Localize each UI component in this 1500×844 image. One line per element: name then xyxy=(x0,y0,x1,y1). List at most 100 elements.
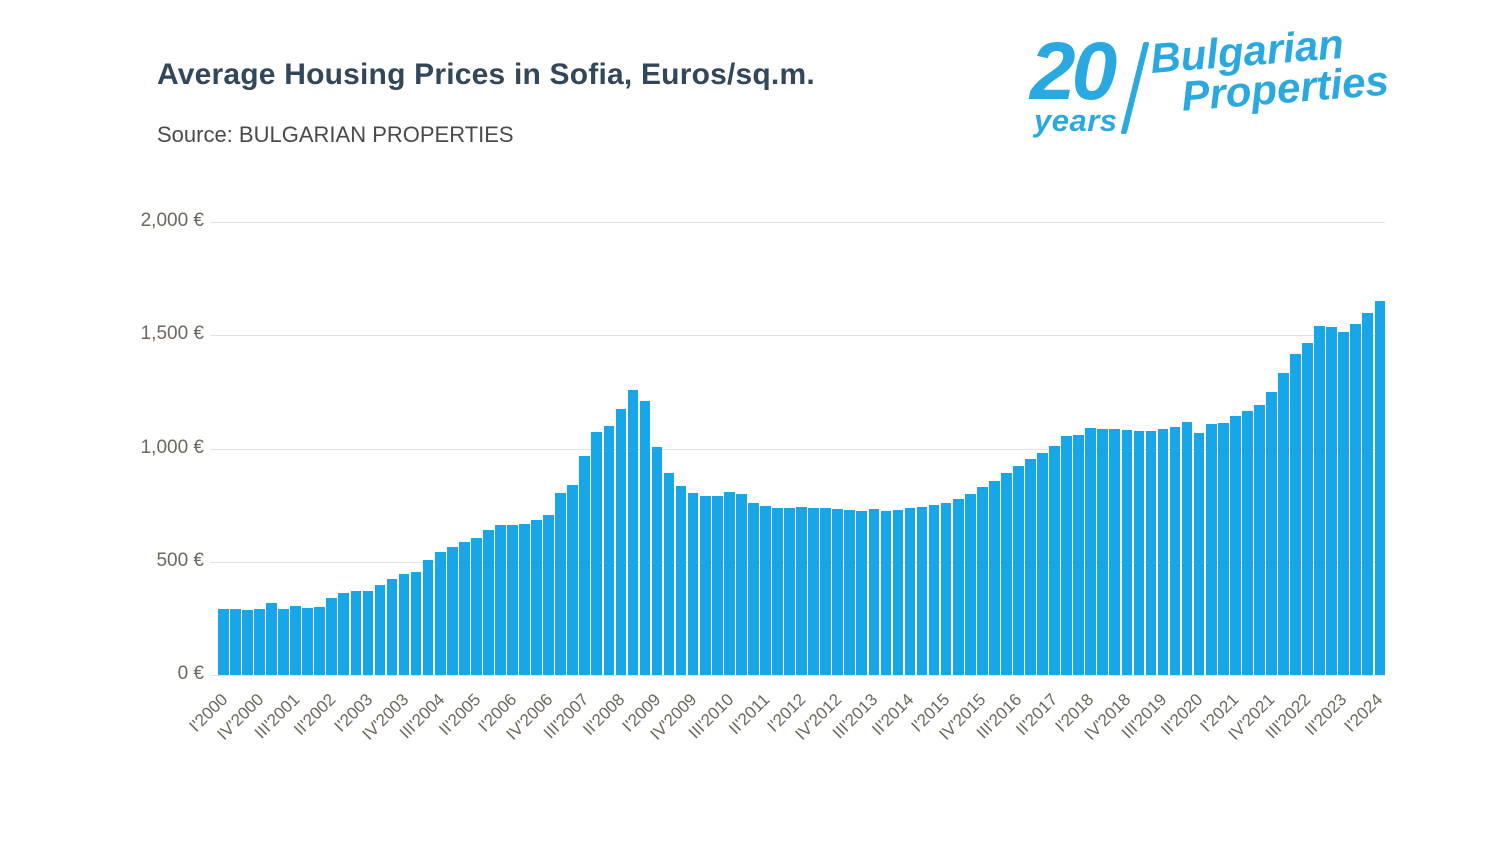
chart-bar[interactable] xyxy=(687,492,699,675)
chart-bar[interactable] xyxy=(952,499,964,675)
chart-bar[interactable] xyxy=(1350,324,1362,675)
chart-bar[interactable] xyxy=(844,510,856,675)
chart-bar[interactable] xyxy=(1049,446,1060,675)
chart-bar[interactable] xyxy=(796,506,807,675)
chart-bar[interactable] xyxy=(651,447,663,675)
chart-bar[interactable] xyxy=(579,455,591,675)
chart-bar[interactable] xyxy=(350,591,362,675)
chart-bar[interactable] xyxy=(1326,326,1337,675)
chart-bar[interactable] xyxy=(1241,411,1253,675)
chart-bar[interactable] xyxy=(507,524,518,675)
chart-bar[interactable] xyxy=(422,559,434,675)
chart-bar[interactable] xyxy=(663,473,675,675)
chart-bar[interactable] xyxy=(760,506,771,675)
chart-bar[interactable] xyxy=(808,507,819,675)
chart-bar[interactable] xyxy=(615,408,627,675)
chart-bar[interactable] xyxy=(495,524,506,675)
chart-bar[interactable] xyxy=(1229,415,1241,675)
chart-bar[interactable] xyxy=(218,608,229,675)
chart-bar[interactable] xyxy=(531,519,542,675)
chart-bar[interactable] xyxy=(362,591,374,675)
chart-bar[interactable] xyxy=(1157,429,1169,675)
chart-bar[interactable] xyxy=(868,509,880,675)
chart-bar[interactable] xyxy=(326,598,338,675)
chart-bar[interactable] xyxy=(880,510,892,675)
chart-bar[interactable] xyxy=(832,509,844,675)
chart-bar[interactable] xyxy=(386,579,398,675)
chart-bar[interactable] xyxy=(483,529,494,675)
chart-bar[interactable] xyxy=(1145,430,1157,675)
chart-bar[interactable] xyxy=(1374,301,1386,675)
chart-bar[interactable] xyxy=(916,506,928,675)
chart-bar[interactable] xyxy=(1121,430,1133,675)
chart-bar[interactable] xyxy=(230,609,241,675)
chart-bar[interactable] xyxy=(458,541,470,675)
chart-bar[interactable] xyxy=(736,494,747,675)
chart-bar[interactable] xyxy=(748,503,759,675)
chart-bar[interactable] xyxy=(1217,422,1229,675)
chart-bar[interactable] xyxy=(1302,343,1313,675)
chart-bar[interactable] xyxy=(699,495,711,675)
chart-bar[interactable] xyxy=(1085,428,1097,675)
chart-bar[interactable] xyxy=(555,492,566,675)
chart-bar[interactable] xyxy=(1133,431,1145,675)
chart-bar[interactable] xyxy=(1181,421,1193,675)
chart-bar[interactable] xyxy=(242,610,253,675)
chart-bar[interactable] xyxy=(338,593,350,675)
chart-bar[interactable] xyxy=(856,510,868,675)
chart-bar[interactable] xyxy=(627,390,639,675)
chart-bar[interactable] xyxy=(892,509,904,675)
chart-bar[interactable] xyxy=(1097,428,1109,675)
chart-bar[interactable] xyxy=(1314,325,1325,675)
chart-bar[interactable] xyxy=(446,547,458,675)
chart-bar[interactable] xyxy=(820,508,831,675)
chart-bar[interactable] xyxy=(639,401,651,675)
chart-bar[interactable] xyxy=(567,484,579,675)
chart-bar[interactable] xyxy=(1037,453,1048,675)
chart-bar[interactable] xyxy=(1205,423,1217,675)
chart-bar[interactable] xyxy=(1169,427,1181,675)
chart-bar[interactable] xyxy=(976,487,988,675)
chart-bar[interactable] xyxy=(1362,313,1374,675)
chart-bar[interactable] xyxy=(302,607,313,675)
chart-bar[interactable] xyxy=(290,606,301,675)
chart-bar[interactable] xyxy=(254,608,265,675)
chart-bar[interactable] xyxy=(1013,466,1024,675)
chart-bar[interactable] xyxy=(434,552,446,675)
chart-bar[interactable] xyxy=(278,608,289,675)
chart-bar[interactable] xyxy=(772,507,783,675)
chart-bar[interactable] xyxy=(470,537,482,675)
chart-bar[interactable] xyxy=(1266,392,1277,675)
chart-bar[interactable] xyxy=(1109,429,1121,675)
chart-bar[interactable] xyxy=(543,514,554,675)
chart-bar[interactable] xyxy=(591,431,603,675)
chart-bar[interactable] xyxy=(1193,432,1205,675)
chart-bar[interactable] xyxy=(1061,435,1072,675)
logo-years-label: years xyxy=(1034,103,1118,138)
chart-bar[interactable] xyxy=(711,496,723,675)
chart-bar[interactable] xyxy=(904,508,916,675)
y-tick-label: 0 € xyxy=(177,662,204,684)
chart-bar[interactable] xyxy=(1073,435,1084,675)
chart-bar[interactable] xyxy=(1290,353,1301,675)
chart-bar[interactable] xyxy=(964,493,976,675)
chart-bar[interactable] xyxy=(1025,459,1036,675)
chart-bar[interactable] xyxy=(1001,472,1012,675)
chart-bar[interactable] xyxy=(928,505,940,675)
chart-bar[interactable] xyxy=(940,503,952,675)
chart-bar[interactable] xyxy=(723,491,735,675)
chart-bar[interactable] xyxy=(398,573,410,675)
chart-bar[interactable] xyxy=(410,571,422,675)
chart-bar[interactable] xyxy=(519,523,530,675)
chart-bar[interactable] xyxy=(1278,373,1289,675)
chart-bar[interactable] xyxy=(603,425,615,675)
chart-bar[interactable] xyxy=(1254,405,1265,675)
chart-bar[interactable] xyxy=(374,584,386,675)
chart-bar[interactable] xyxy=(314,607,326,675)
chart-bar[interactable] xyxy=(784,508,795,675)
chart-bar[interactable] xyxy=(1338,331,1350,675)
gridline xyxy=(210,222,1385,223)
chart-bar[interactable] xyxy=(675,486,687,675)
chart-bar[interactable] xyxy=(989,480,1000,675)
chart-bar[interactable] xyxy=(266,602,277,675)
